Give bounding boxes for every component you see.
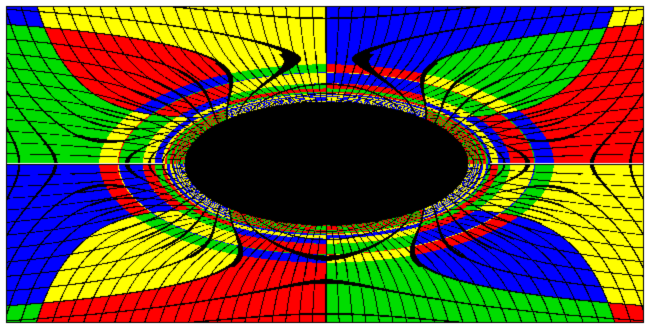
lensing-image bbox=[0, 0, 650, 326]
black-hole-render-canvas bbox=[0, 0, 650, 326]
